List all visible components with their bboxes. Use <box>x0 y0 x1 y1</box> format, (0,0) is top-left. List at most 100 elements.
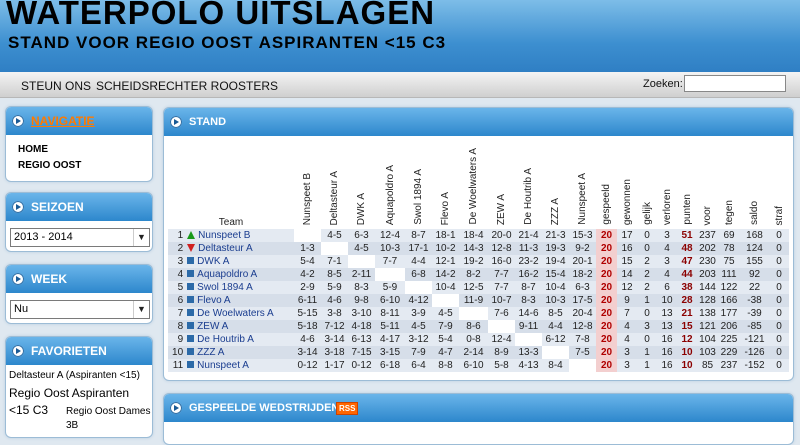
stat-cell-verloren: 16 <box>661 333 673 345</box>
table-row: 10 ZZZ A 3-14 3-18 7-15 3-15 7-9 4-7 2-14 8-9 13-3… <box>168 346 789 359</box>
header-cell: saldo <box>740 142 769 229</box>
team-link[interactable]: ZZZ A <box>197 346 225 358</box>
team-link[interactable]: Deltasteur A <box>198 242 253 254</box>
search-input[interactable] <box>684 75 786 92</box>
result-cell: 6-18 <box>379 359 400 371</box>
team-link[interactable]: Nunspeet B <box>198 229 251 241</box>
result-cell: 2-11 <box>351 268 372 280</box>
gespeelde-header: GESPEELDE WEDSTRIJDEN RSS <box>164 394 793 422</box>
result-cell: 18-4 <box>463 229 484 241</box>
arrow-circle-icon <box>12 345 24 357</box>
self-match-cell <box>348 255 375 268</box>
stat-cell-straf: 0 <box>776 229 782 241</box>
result-cell: 7-8 <box>575 333 590 345</box>
team-cell: Swol 1894 A <box>185 281 294 294</box>
team-link[interactable]: DWK A <box>197 255 230 267</box>
top-menubar: STEUN ONS SCHEIDSRECHTER ROOSTERS Zoeken… <box>0 72 800 98</box>
square-icon <box>187 296 195 304</box>
stat-cell-punten: 38 <box>681 281 693 293</box>
table-row: 5 Swol 1894 A 2-9 5-9 8-3 5-9 10-4 12-5 7-7 8-7 10… <box>168 281 789 294</box>
team-link[interactable]: Aquapoldro A <box>197 268 258 280</box>
result-cell: 4-4 <box>411 255 426 267</box>
chevron-down-icon[interactable]: ▼ <box>133 229 149 246</box>
column-header-opponent: ZZZ A <box>550 197 561 225</box>
self-match-cell <box>432 294 459 307</box>
favoriet-item[interactable]: Regio Oost Aspiranten <15 C3 <box>9 386 130 417</box>
column-header-stat: verloren <box>661 188 673 225</box>
chevron-down-icon[interactable]: ▼ <box>133 301 149 318</box>
navigatie-title[interactable]: NAVIGATIE <box>31 114 95 128</box>
arrow-up-icon <box>187 230 196 239</box>
team-cell: Nunspeet B <box>185 229 294 242</box>
nav-link-home[interactable]: HOME <box>18 144 48 155</box>
team-cell: Nunspeet A <box>185 359 294 372</box>
stat-cell-straf: 0 <box>776 294 782 306</box>
result-cell: 18-1 <box>435 229 456 241</box>
team-link[interactable]: De Woelwaters A <box>197 307 274 319</box>
result-cell: 5-8 <box>494 359 509 371</box>
stat-cell-gespeeld: 20 <box>596 307 617 320</box>
week-selected-value: Nu <box>14 303 29 315</box>
self-match-cell <box>515 333 542 346</box>
result-cell: 16-0 <box>491 255 512 267</box>
stat-cell-tegen: 111 <box>721 268 737 280</box>
column-header-opponent: Nunspeet B <box>302 172 313 225</box>
stat-cell-tegen: 78 <box>723 242 735 254</box>
menu-scheidsrechter-roosters[interactable]: SCHEIDSRECHTER ROOSTERS <box>96 79 279 93</box>
stat-cell-gespeeld: 20 <box>596 359 617 372</box>
result-cell: 3-15 <box>379 346 400 358</box>
stat-cell-gelijk: 2 <box>644 268 650 280</box>
menu-steun-ons[interactable]: STEUN ONS <box>21 79 92 93</box>
result-cell: 8-5 <box>327 268 342 280</box>
result-cell: 15-4 <box>545 268 566 280</box>
team-cell: De Woelwaters A <box>185 307 294 320</box>
table-row: 3 DWK A 5-4 7-1 7-7 4-4 12-1 19-2 16-0 23-2 19-4 20… <box>168 255 789 268</box>
result-cell: 7-5 <box>575 346 590 358</box>
nav-link-regio-oost[interactable]: REGIO OOST <box>18 160 82 171</box>
team-link[interactable]: Swol 1894 A <box>197 281 253 293</box>
column-header-stat: gewonnen <box>621 178 633 225</box>
team-cell: Deltasteur A <box>185 242 294 255</box>
stat-cell-gespeeld: 20 <box>596 242 617 255</box>
navigatie-header[interactable]: NAVIGATIE <box>6 107 152 135</box>
result-cell: 15-3 <box>572 229 593 241</box>
stat-cell-tegen: 69 <box>723 229 735 241</box>
result-cell: 1-3 <box>300 242 315 254</box>
team-link[interactable]: ZEW A <box>197 320 229 332</box>
self-match-cell <box>569 359 596 372</box>
result-cell: 17-1 <box>408 242 429 254</box>
arrow-circle-icon <box>12 201 24 213</box>
stat-cell-saldo: 155 <box>746 255 763 267</box>
stat-cell-punten: 48 <box>681 242 693 254</box>
team-link[interactable]: Flevo A <box>197 294 231 306</box>
team-link[interactable]: De Houtrib A <box>197 333 254 345</box>
self-match-cell <box>459 307 488 320</box>
seizoen-header: SEIZOEN <box>6 193 152 221</box>
result-cell: 19-4 <box>545 255 566 267</box>
team-link[interactable]: Nunspeet A <box>197 359 249 371</box>
result-cell: 8-7 <box>521 281 536 293</box>
rank-number: 4 <box>177 268 184 280</box>
result-cell: 4-5 <box>354 242 369 254</box>
gespeelde-title: GESPEELDE WEDSTRIJDEN <box>189 402 340 414</box>
week-select[interactable]: Nu ▼ <box>10 300 150 319</box>
seizoen-select[interactable]: 2013 - 2014 ▼ <box>10 228 150 247</box>
stat-cell-voor: 203 <box>699 268 716 280</box>
result-cell: 9-11 <box>518 320 539 332</box>
result-cell: 8-5 <box>548 307 563 319</box>
stat-cell-voor: 230 <box>699 255 716 267</box>
stat-cell-gewonnen: 3 <box>624 359 630 371</box>
stat-cell-gespeeld: 20 <box>596 294 617 307</box>
favoriet-item[interactable]: Deltasteur A (Aspiranten <15) <box>9 370 140 381</box>
column-header-opponent: Aquapoldro A <box>384 164 396 225</box>
team-cell: ZZZ A <box>185 346 294 359</box>
result-cell: 23-2 <box>518 255 539 267</box>
stat-cell-gewonnen: 9 <box>624 294 630 306</box>
result-cell: 18-2 <box>572 268 593 280</box>
site-title: WATERPOLO UITSLAGEN <box>6 0 436 31</box>
result-cell: 8-3 <box>521 294 536 306</box>
result-cell: 7-12 <box>324 320 345 332</box>
rss-icon[interactable]: RSS <box>336 402 359 415</box>
favoriet-item[interactable]: Regio Oost Dames 3B <box>66 406 151 431</box>
stat-cell-punten: 44 <box>681 268 693 280</box>
